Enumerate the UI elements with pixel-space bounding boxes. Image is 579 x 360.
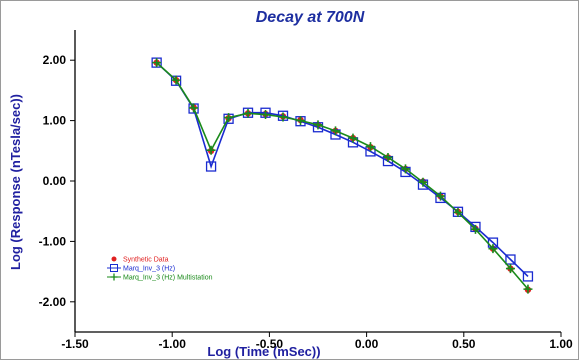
y-tick-label: 0.00	[43, 174, 67, 188]
legend: Synthetic Data Marq_Inv_3 (Hz) Marq_Inv_3 …	[107, 256, 213, 282]
series-marq-inv-3-hz-multistation	[152, 58, 533, 294]
chart-title: Decay at 700N	[256, 9, 365, 26]
y-tick-label: 2.00	[43, 53, 67, 67]
data-point-marq-inv-3-hz-multistation	[400, 164, 410, 174]
x-tick-label: -1.50	[61, 337, 89, 351]
legend-marker	[110, 264, 118, 272]
x-tick-label: 0.50	[452, 337, 476, 351]
y-tick-label: -2.00	[39, 295, 67, 309]
legend-marker-shape	[110, 273, 118, 281]
data-point-marq-inv-3-hz-multistation	[243, 108, 253, 118]
legend-item-synthetic-data: Synthetic Data	[111, 256, 169, 264]
series-marq-inv-3-hz	[151, 57, 534, 282]
x-tick-label: -1.00	[159, 337, 187, 351]
y-tick-label: -1.00	[39, 234, 67, 248]
data-point-marq-inv-3-hz-multistation	[435, 191, 445, 201]
data-point-marq-inv-3-hz-multistation	[383, 152, 393, 162]
legend-marker	[110, 273, 118, 281]
data-point-marq-inv-3-hz-multistation	[171, 75, 181, 85]
data-point-marq-inv-3-hz-multistation	[348, 133, 358, 143]
legend-item-marq-inv-3-hz: Marq_Inv_3 (Hz)	[107, 264, 175, 273]
data-point-marq-inv-3-hz-multistation	[330, 126, 340, 136]
data-point-marq-inv-3-hz-multistation	[365, 142, 375, 152]
y-tick-label: 1.00	[43, 114, 67, 128]
ticks: -1.50 -1.00 -0.50 0.00 0.50 1.00 -2.00 -1.00 0.0…	[39, 53, 573, 351]
x-tick-label: 1.00	[549, 337, 573, 351]
data-point-marq-inv-3-hz-multistation	[152, 58, 162, 68]
legend-marker-shape	[111, 256, 117, 262]
data-point-marq-inv-3-hz-multistation	[189, 103, 199, 113]
data-point-marq-inv-3-hz-multistation	[261, 110, 271, 120]
data-point-marq-inv-3-hz	[522, 271, 534, 282]
legend-marker	[111, 256, 117, 262]
data-point-marq-inv-3-hz-multistation	[418, 177, 428, 187]
x-axis-label: Log (Time (mSec))	[207, 344, 320, 359]
y-axis-label: Log (Response (nTesla/sec))	[8, 94, 23, 270]
x-tick-label: -0.50	[256, 337, 284, 351]
legend-label: Synthetic Data	[123, 257, 169, 264]
data-point-marq-inv-3-hz-multistation	[453, 207, 463, 217]
x-tick-label: 0.00	[355, 337, 379, 351]
data-point-marq-inv-3-hz-multistation	[224, 113, 234, 123]
legend-label: Marq_Inv_3 (Hz)	[123, 266, 175, 273]
data-point-marq-inv-3-hz-multistation	[505, 264, 515, 274]
axes	[74, 30, 561, 333]
legend-marker-shape	[110, 264, 118, 272]
data-point-marq-inv-3-hz-multistation	[296, 116, 306, 126]
series-line-marq-inv-3-hz	[156, 62, 529, 277]
series-synthetic-data	[153, 59, 532, 293]
data-point-marq-inv-3-hz-multistation	[470, 224, 480, 234]
legend-item-marq-inv-3-hz-multistation: Marq_Inv_3 (Hz) Multistation	[107, 273, 213, 282]
data-point-marq-inv-3-hz-multistation	[313, 120, 323, 130]
data-point-marq-inv-3-hz	[505, 254, 516, 265]
data-point-marq-inv-3-hz	[205, 161, 217, 172]
series-line-marq-inv-3-hz-multistation	[156, 62, 529, 290]
data-point-marq-inv-3-hz-multistation	[523, 284, 533, 294]
data-point-marq-inv-3-hz-multistation	[206, 145, 216, 155]
data-point-marq-inv-3-hz-multistation	[488, 244, 498, 254]
plot-area	[151, 57, 534, 294]
data-point-marq-inv-3-hz-multistation	[278, 112, 288, 122]
legend-label: Marq_Inv_3 (Hz) Multistation	[123, 275, 213, 282]
